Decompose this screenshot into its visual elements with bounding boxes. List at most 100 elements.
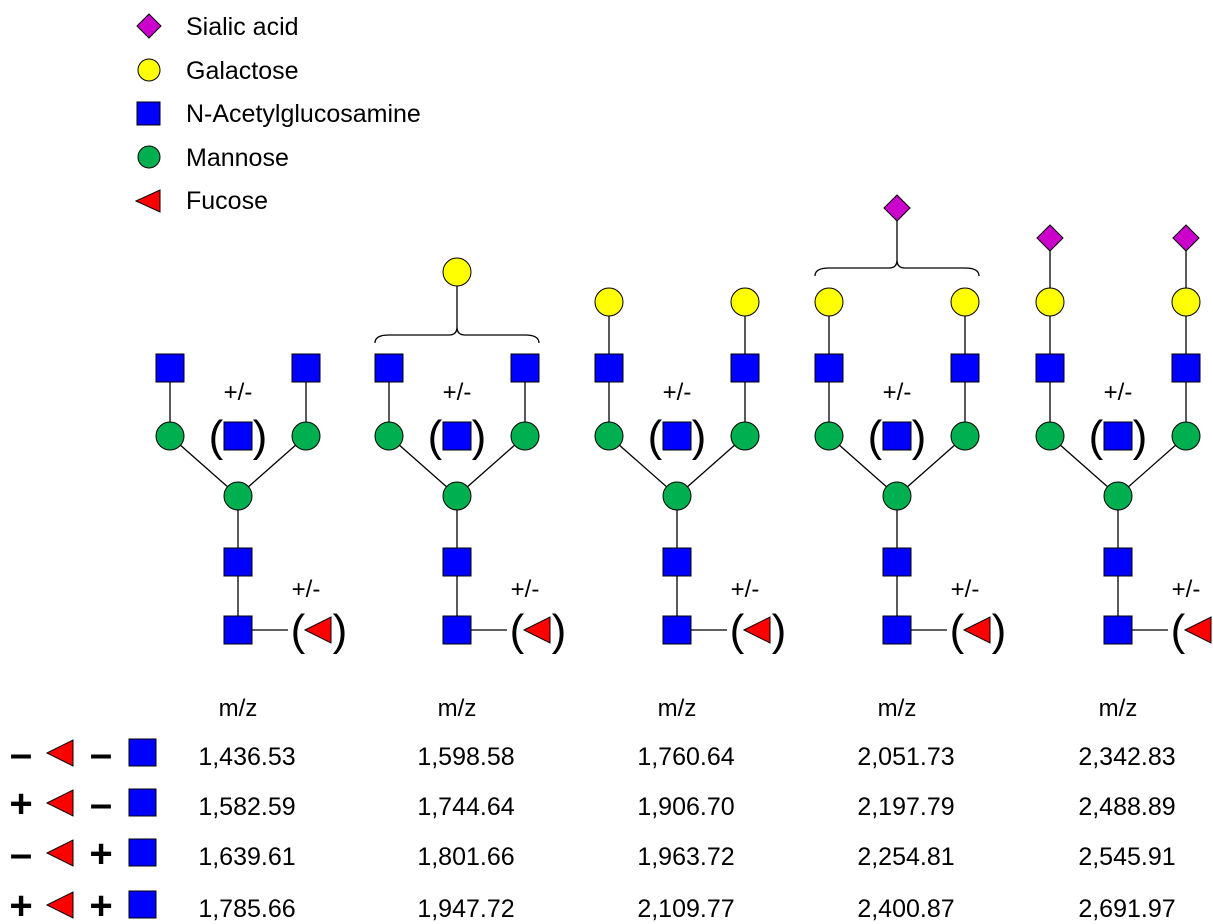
mz-value: 2,254.81 bbox=[857, 843, 954, 871]
glycosidic-bond bbox=[676, 435, 746, 497]
sialic-acid-diamond-icon bbox=[1036, 224, 1064, 252]
legend-item-fucose: Fucose bbox=[134, 187, 268, 215]
legend-item-sialic-acid: Sialic acid bbox=[136, 13, 299, 41]
mz-value: 1,947.72 bbox=[417, 895, 514, 923]
glcnac-square-icon bbox=[510, 353, 540, 383]
fucose-triangle-icon bbox=[742, 616, 771, 644]
optional-mark: +/- bbox=[951, 576, 980, 603]
paren-close: ) bbox=[253, 412, 268, 461]
paren-open: ( bbox=[868, 412, 883, 461]
fucose-sign: + bbox=[9, 782, 32, 826]
paren-open: ( bbox=[209, 412, 224, 461]
glcnac-square-icon bbox=[730, 353, 760, 383]
legend-label: Sialic acid bbox=[186, 13, 299, 41]
table-row: + – 1,582.59 1,744.64 1,906.70 2,197.79 2,488.… bbox=[9, 782, 1175, 826]
glcnac-sign: – bbox=[90, 782, 112, 826]
paren-close: ) bbox=[992, 606, 1007, 655]
glcnac-sign: + bbox=[89, 884, 112, 924]
mannose-circle-icon bbox=[442, 481, 472, 511]
glycan-structures: ()+/-+/-()()+/-+/-()()+/-+/-()()+/-+/-()… bbox=[155, 194, 1213, 655]
mannose-circle-icon bbox=[1171, 421, 1201, 451]
optional-mark: +/- bbox=[883, 379, 912, 406]
sialic-acid-diamond-icon bbox=[136, 13, 162, 39]
galactose-circle-icon bbox=[137, 58, 161, 82]
glcnac-square-icon bbox=[291, 353, 321, 383]
glycosidic-bond bbox=[456, 435, 526, 497]
glcnac-square-icon bbox=[950, 353, 980, 383]
glcnac-square-icon bbox=[128, 738, 157, 767]
fucose-triangle-icon bbox=[522, 616, 551, 644]
glycosidic-bond bbox=[388, 435, 458, 497]
mz-value: 2,197.79 bbox=[857, 793, 954, 821]
mannose-circle-icon bbox=[155, 421, 185, 451]
mz-value: 1,598.58 bbox=[417, 743, 514, 771]
mannose-circle-icon bbox=[730, 421, 760, 451]
legend-label: Mannose bbox=[186, 144, 289, 172]
mass-table: m/z m/z m/z m/z m/z – – 1,436.53 1,598.58 1,760.6… bbox=[9, 695, 1175, 924]
glycosidic-bond bbox=[1049, 435, 1119, 497]
fucose-triangle-icon bbox=[45, 891, 74, 919]
mz-value: 1,436.53 bbox=[198, 743, 295, 771]
mannose-circle-icon bbox=[137, 145, 161, 169]
structure-1: ()+/-+/-() bbox=[155, 353, 347, 655]
glycosidic-bond bbox=[896, 435, 966, 497]
paren-open: ( bbox=[730, 606, 745, 655]
table-row: – – 1,436.53 1,598.58 1,760.64 2,051.73 2,342.… bbox=[10, 732, 1176, 776]
paren-open: ( bbox=[291, 606, 306, 655]
paren-open: ( bbox=[1089, 412, 1104, 461]
glcnac-square-icon bbox=[128, 788, 157, 817]
optional-mark: +/- bbox=[511, 576, 540, 603]
paren-close: ) bbox=[552, 606, 567, 655]
bracket bbox=[814, 259, 980, 277]
mannose-circle-icon bbox=[510, 421, 540, 451]
legend-item-mannose: Mannose bbox=[137, 144, 289, 172]
glcnac-square-icon bbox=[1103, 547, 1133, 577]
optional-mark: +/- bbox=[292, 576, 321, 603]
fucose-sign: – bbox=[10, 732, 32, 776]
optional-mark: +/- bbox=[1172, 576, 1201, 603]
paren-close: ) bbox=[692, 412, 707, 461]
fucose-triangle-icon bbox=[962, 616, 991, 644]
glcnac-square-icon bbox=[814, 353, 844, 383]
galactose-circle-icon bbox=[1171, 287, 1201, 317]
galactose-circle-icon bbox=[730, 287, 760, 317]
glcnac-square-icon bbox=[223, 547, 253, 577]
fucose-sign: – bbox=[10, 832, 32, 876]
fucose-triangle-icon bbox=[45, 839, 74, 867]
galactose-circle-icon bbox=[814, 287, 844, 317]
glcnac-square-icon bbox=[155, 353, 185, 383]
bisecting-glcnac-square-icon bbox=[662, 421, 692, 451]
mannose-circle-icon bbox=[950, 421, 980, 451]
paren-open: ( bbox=[648, 412, 663, 461]
bisecting-glcnac-square-icon bbox=[882, 421, 912, 451]
structure-4: ()+/-+/-() bbox=[814, 194, 1007, 655]
mannose-circle-icon bbox=[223, 481, 253, 511]
mz-value: 1,785.66 bbox=[198, 895, 295, 923]
fucose-sign: + bbox=[9, 884, 32, 924]
glycosidic-bond bbox=[608, 435, 678, 497]
structure-2: ()+/-+/-() bbox=[374, 257, 567, 655]
mz-header: m/z bbox=[1099, 695, 1138, 722]
table-row: – +1,639.61 1,801.66 1,963.72 2,254.81 2,545.… bbox=[10, 832, 1176, 876]
mz-value: 1,760.64 bbox=[637, 743, 734, 771]
optional-mark: +/- bbox=[443, 379, 472, 406]
glcnac-square-icon bbox=[223, 615, 253, 645]
legend-item-galactose: Galactose bbox=[137, 57, 299, 85]
glcnac-square-icon bbox=[1171, 353, 1201, 383]
bisecting-glcnac-square-icon bbox=[223, 421, 253, 451]
paren-open: ( bbox=[1171, 606, 1186, 655]
fucose-triangle-icon bbox=[134, 189, 161, 213]
fucose-triangle-icon bbox=[1183, 616, 1212, 644]
mz-value: 2,545.91 bbox=[1078, 843, 1175, 871]
legend: Sialic acid Galactose N-Acetylglucosamin… bbox=[134, 13, 421, 215]
glcnac-square-icon bbox=[662, 547, 692, 577]
glcnac-square-icon bbox=[1103, 615, 1133, 645]
mz-value: 2,691.97 bbox=[1078, 895, 1175, 923]
glcnac-square-icon bbox=[136, 101, 161, 126]
mz-value: 2,488.89 bbox=[1078, 793, 1175, 821]
mz-value: 1,582.59 bbox=[198, 793, 295, 821]
paren-close: ) bbox=[472, 412, 487, 461]
mannose-circle-icon bbox=[662, 481, 692, 511]
mannose-circle-icon bbox=[882, 481, 912, 511]
